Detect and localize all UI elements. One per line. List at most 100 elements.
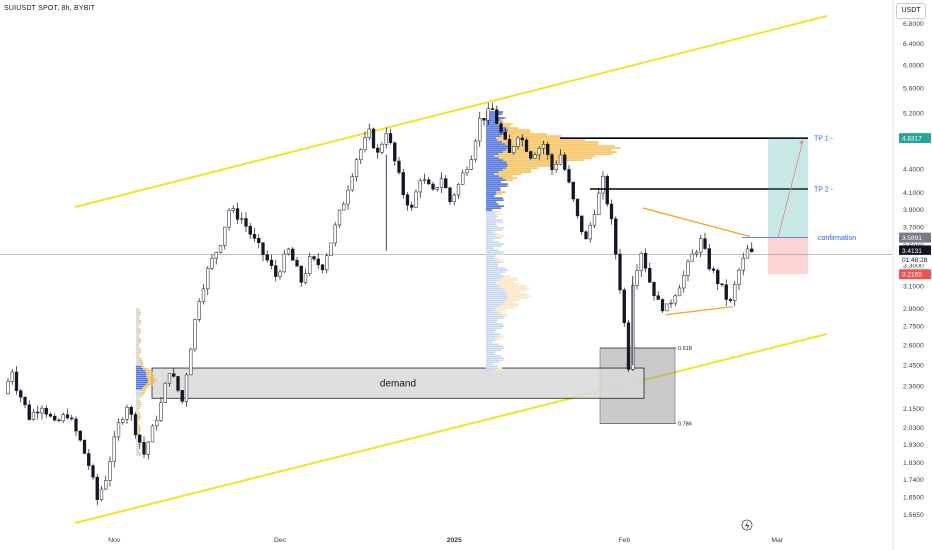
volume-bar-buy xyxy=(486,171,499,173)
volume-bar-sell xyxy=(138,331,141,334)
candle-body xyxy=(537,147,541,156)
volume-bar-buy xyxy=(486,215,499,217)
volume-bar-buy xyxy=(486,179,506,181)
candle-body xyxy=(461,172,465,185)
volume-bar-buy xyxy=(486,337,495,340)
volume-bar-buy xyxy=(486,111,503,113)
volume-bar-sell xyxy=(507,295,531,297)
candle-body xyxy=(741,257,745,271)
volume-bar-sell xyxy=(147,377,156,380)
candle-body xyxy=(393,142,397,162)
candle-body xyxy=(563,154,567,170)
volume-bar-buy xyxy=(486,349,501,352)
volume-bar-buy xyxy=(486,161,507,163)
candle-body xyxy=(248,226,252,235)
candle-body xyxy=(444,178,448,189)
volume-bar-sell xyxy=(137,409,139,412)
volume-bar-sell xyxy=(496,339,499,342)
volume-bar-sell xyxy=(504,301,516,303)
volume-bar-sell xyxy=(507,145,615,147)
volume-bar-sell xyxy=(138,417,141,420)
volume-bar-buy xyxy=(486,143,506,145)
volume-bar-sell xyxy=(138,429,141,432)
candle-body xyxy=(163,382,167,404)
candle-body xyxy=(269,259,274,266)
candle-body xyxy=(584,231,588,240)
volume-bar-buy xyxy=(486,247,495,249)
volume-bar-sell xyxy=(138,453,141,456)
volume-bar-buy xyxy=(136,357,140,360)
volume-bar-sell xyxy=(494,337,503,340)
volume-bar-sell xyxy=(138,309,141,312)
volume-bar-sell xyxy=(139,349,142,352)
volume-bar-buy xyxy=(136,377,148,380)
symbol-header: SUIUSDT SPOT, 8h, BYBIT xyxy=(4,5,96,12)
volume-bar-sell xyxy=(137,307,139,310)
candle-body xyxy=(14,371,19,391)
candle-body xyxy=(524,139,529,152)
candle-body xyxy=(699,238,703,253)
candle-body xyxy=(354,159,359,177)
y-tick-label: 3.3000 xyxy=(903,263,924,270)
y-tick-label: 4.4000 xyxy=(903,166,924,173)
volume-bar-buy xyxy=(136,399,139,402)
candle-body xyxy=(652,282,656,296)
candle-body xyxy=(87,453,91,466)
price-tag-label: 3.4131 xyxy=(902,248,922,255)
volume-bar-buy xyxy=(136,375,147,378)
y-tick-label: 6.4000 xyxy=(903,41,924,48)
candle-body xyxy=(686,260,690,276)
volume-bar-buy xyxy=(136,351,139,354)
volume-bar-buy xyxy=(486,133,505,135)
volume-bar-sell xyxy=(496,211,502,213)
volume-bar-buy xyxy=(136,397,138,400)
volume-bar-sell xyxy=(138,413,141,416)
volume-bar-sell xyxy=(138,317,140,320)
candle-body xyxy=(567,169,571,183)
candle-body xyxy=(99,488,104,500)
candle-body xyxy=(737,269,741,285)
candle-body xyxy=(116,422,121,438)
price-tag-label: 4.8317 xyxy=(902,136,922,143)
y-tick-label: 5.6000 xyxy=(903,86,924,93)
candle-body xyxy=(104,480,108,490)
volume-bar-buy xyxy=(136,383,146,386)
volume-bar-buy xyxy=(486,289,505,291)
volume-bar-sell xyxy=(500,313,508,315)
volume-bar-buy xyxy=(486,353,496,356)
volume-bar-buy xyxy=(136,447,138,450)
volume-bar-buy xyxy=(136,417,139,420)
volume-bar-sell xyxy=(496,235,504,237)
volume-bar-sell xyxy=(504,289,527,291)
currency-button[interactable]: USDT xyxy=(896,3,926,19)
candle-body xyxy=(614,218,618,255)
candle-body xyxy=(193,319,197,350)
volume-bar-buy xyxy=(486,347,504,350)
volume-bar-buy xyxy=(486,285,500,287)
volume-bar-buy xyxy=(136,353,138,356)
volume-bar-sell xyxy=(501,261,504,263)
x-tick-label: Dec xyxy=(274,537,287,544)
volume-bar-buy xyxy=(486,345,504,348)
volume-bar-buy xyxy=(486,157,500,159)
y-tick-label: 1.5650 xyxy=(903,512,924,519)
candle-body xyxy=(112,436,116,462)
volume-bar-buy xyxy=(486,221,504,223)
candle-body xyxy=(278,271,282,277)
volume-bar-buy xyxy=(486,273,501,275)
candle-body xyxy=(172,373,176,377)
volume-bar-sell xyxy=(139,339,142,342)
volume-bar-sell xyxy=(506,299,521,301)
countdown-label: 01:48:28 xyxy=(902,257,928,264)
volume-bar-sell xyxy=(138,449,140,452)
volume-bar-buy xyxy=(486,115,497,117)
volume-bar-buy xyxy=(486,281,496,283)
candle-body xyxy=(274,265,278,277)
volume-bar-buy xyxy=(486,341,493,344)
candle-body xyxy=(694,251,699,255)
x-tick-label: Nov xyxy=(108,537,121,544)
volume-bar-buy xyxy=(136,355,139,358)
volume-bar-buy xyxy=(136,405,139,408)
volume-bar-buy xyxy=(486,165,508,167)
